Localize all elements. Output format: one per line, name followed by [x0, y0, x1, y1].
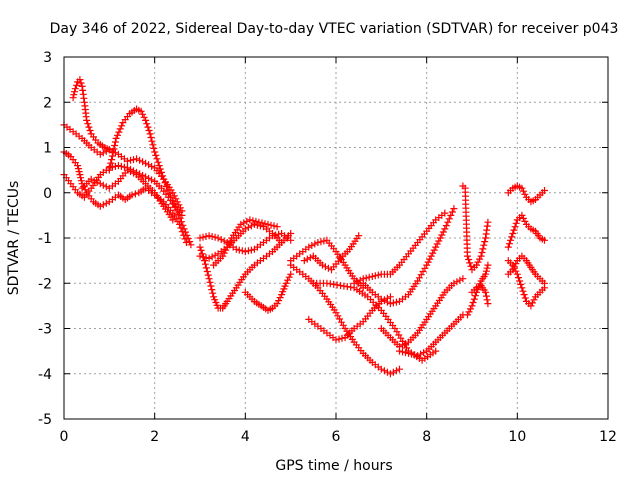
y-tick-label: -5 — [38, 412, 52, 428]
series-track-3 — [69, 76, 113, 154]
y-tick-label: -3 — [38, 322, 52, 338]
series-track-11 — [241, 270, 295, 314]
series-marks — [69, 76, 113, 154]
series-track-19 — [377, 275, 467, 351]
x-tick-label: 6 — [332, 429, 341, 445]
y-tick-label: 3 — [43, 50, 52, 66]
series-marks — [504, 257, 548, 310]
series-marks — [396, 311, 467, 360]
series-marks — [468, 282, 492, 308]
series-marks — [196, 230, 295, 256]
series-marks — [300, 232, 363, 274]
series-track-9 — [210, 216, 281, 269]
x-tick-label: 8 — [422, 429, 431, 445]
x-tick-label: 12 — [599, 429, 617, 445]
series-track-17 — [350, 209, 449, 287]
series-marks — [350, 209, 449, 287]
series-track-6 — [78, 166, 177, 224]
series-track-27 — [504, 252, 548, 287]
y-tick-label: -1 — [38, 231, 52, 247]
x-tick-label: 2 — [150, 429, 159, 445]
y-tick-label: -2 — [38, 276, 52, 292]
series-track-24 — [504, 257, 548, 310]
x-tick-label: 10 — [508, 429, 526, 445]
series-track-25 — [504, 182, 548, 206]
series-marks — [196, 230, 295, 312]
grid — [64, 57, 608, 419]
x-tick-label: 0 — [60, 429, 69, 445]
series-track-21 — [459, 182, 492, 274]
y-tick-label: 1 — [43, 141, 52, 157]
series-track-20 — [396, 311, 467, 360]
series-track-23 — [468, 282, 492, 308]
series-track-13 — [287, 261, 403, 378]
series-marks — [241, 270, 295, 314]
series-track-18 — [359, 205, 458, 308]
y-tick-label: -4 — [38, 367, 52, 383]
y-axis-title: SDTVAR / TECUs — [6, 181, 22, 296]
series-track-26 — [504, 211, 548, 251]
series-marks — [377, 275, 467, 351]
series-track-12 — [287, 236, 367, 292]
series-marks — [459, 182, 492, 274]
chart-title: Day 346 of 2022, Sidereal Day-to-day VTE… — [50, 21, 619, 37]
series-marks — [287, 261, 403, 378]
series-track-7 — [196, 230, 295, 312]
series-marks — [210, 216, 281, 269]
series-marks — [78, 166, 177, 224]
data-marks — [60, 76, 548, 378]
x-axis-title: GPS time / hours — [275, 458, 392, 474]
y-tick-label: 0 — [43, 186, 52, 202]
plot-frame — [63, 56, 609, 420]
y-tick-label: 2 — [43, 95, 52, 111]
series-marks — [504, 211, 548, 251]
series-track-15 — [300, 232, 363, 274]
series-marks — [359, 205, 458, 308]
series-track-10 — [196, 230, 295, 256]
series-marks — [504, 182, 548, 206]
x-tick-label: 4 — [241, 429, 250, 445]
series-marks — [504, 252, 548, 287]
series-marks — [287, 236, 367, 292]
